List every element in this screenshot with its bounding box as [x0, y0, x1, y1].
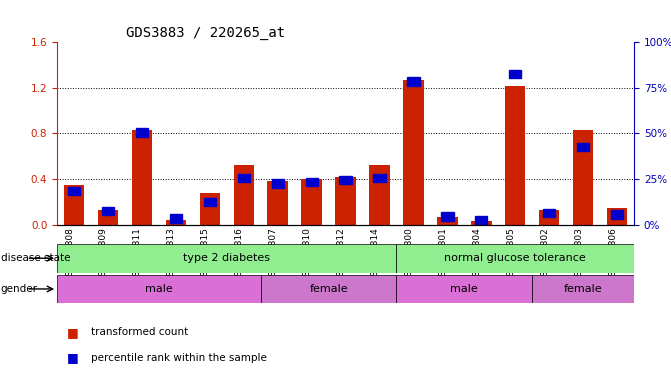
Bar	[57, 275, 261, 303]
Bar	[64, 185, 84, 225]
Bar	[403, 80, 423, 225]
Bar	[301, 179, 322, 225]
Text: gender: gender	[1, 284, 38, 294]
Text: GDS3883 / 220265_at: GDS3883 / 220265_at	[126, 26, 285, 40]
Bar	[268, 181, 288, 225]
Bar	[509, 70, 521, 78]
Text: transformed count: transformed count	[91, 327, 188, 337]
Bar	[577, 143, 589, 151]
Bar	[543, 209, 556, 217]
Bar	[397, 244, 634, 273]
Bar	[166, 220, 186, 225]
Bar	[68, 187, 80, 195]
Bar	[505, 86, 525, 225]
Bar	[336, 177, 356, 225]
Bar	[607, 207, 627, 225]
Bar	[199, 193, 220, 225]
Bar	[397, 275, 532, 303]
Bar	[204, 198, 216, 206]
Bar	[136, 128, 148, 137]
Bar	[102, 207, 114, 215]
Text: female: female	[564, 284, 603, 294]
Bar	[57, 225, 634, 384]
Bar	[234, 166, 254, 225]
Text: disease state: disease state	[1, 253, 70, 263]
Bar	[238, 174, 250, 182]
Text: female: female	[309, 284, 348, 294]
Bar	[539, 210, 560, 225]
Text: type 2 diabetes: type 2 diabetes	[183, 253, 270, 263]
Text: ■: ■	[67, 351, 79, 364]
Bar	[340, 176, 352, 184]
Bar	[475, 216, 487, 224]
Bar	[272, 179, 284, 188]
Bar	[573, 130, 593, 225]
Bar	[407, 77, 419, 86]
Text: male: male	[145, 284, 172, 294]
Text: percentile rank within the sample: percentile rank within the sample	[91, 353, 266, 363]
Bar	[132, 130, 152, 225]
Text: ■: ■	[67, 326, 79, 339]
Bar	[57, 244, 397, 273]
Bar	[532, 275, 634, 303]
Bar	[611, 210, 623, 219]
Bar	[471, 221, 492, 225]
Bar	[442, 212, 454, 221]
Bar	[373, 174, 386, 182]
Text: normal glucose tolerance: normal glucose tolerance	[444, 253, 586, 263]
Bar	[305, 177, 318, 186]
Bar	[437, 217, 458, 225]
Bar	[170, 214, 182, 223]
Text: male: male	[450, 284, 478, 294]
Bar	[369, 166, 390, 225]
Bar	[261, 275, 397, 303]
Bar	[98, 210, 118, 225]
